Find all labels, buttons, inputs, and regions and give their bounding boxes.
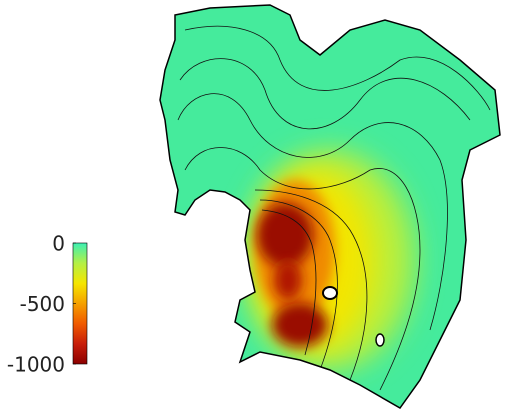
contour bbox=[259, 199, 338, 371]
crater bbox=[375, 333, 385, 347]
coastline bbox=[159, 4, 501, 409]
contours bbox=[177, 25, 491, 391]
colorbar-tick-label: 0 bbox=[52, 232, 65, 256]
deep-zone bbox=[257, 203, 313, 267]
deep-zone bbox=[272, 303, 328, 347]
contour bbox=[184, 25, 491, 111]
colorbar-tick-label: -500 bbox=[20, 292, 65, 316]
contour bbox=[261, 209, 317, 356]
contour bbox=[254, 189, 368, 381]
colorbar: 0 -500 -1000 bbox=[7, 232, 88, 377]
colorbar-tick-label: -1000 bbox=[7, 353, 65, 377]
island bbox=[160, 5, 500, 408]
crater bbox=[322, 286, 338, 300]
deep-zone bbox=[274, 260, 302, 300]
contour bbox=[179, 58, 471, 130]
contour bbox=[184, 147, 421, 391]
contour bbox=[177, 93, 448, 331]
